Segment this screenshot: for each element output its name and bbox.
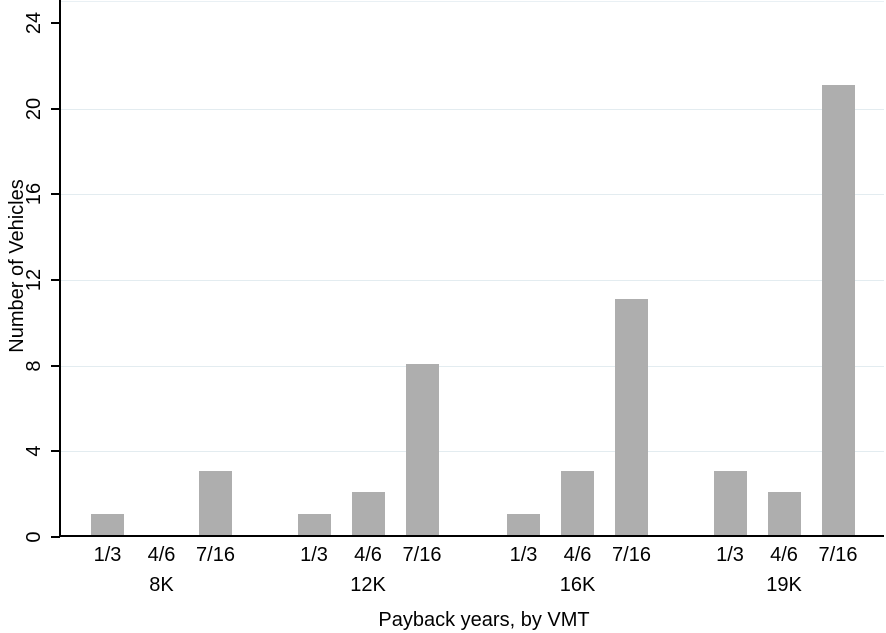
gridline-16 <box>61 194 884 196</box>
x-category-label-8K-4-6: 4/6 <box>147 544 176 566</box>
bar-16K-1-3 <box>507 514 540 535</box>
y-tick-4 <box>51 450 60 453</box>
x-category-label-8K-1-3: 1/3 <box>93 544 122 566</box>
y-tick-16 <box>51 193 60 196</box>
x-category-label-19K-4-6: 4/6 <box>770 544 798 566</box>
x-category-label-16K-1-3: 1/3 <box>509 544 538 566</box>
bar-12K-7-16 <box>405 364 439 535</box>
x-category-label-16K-4-6: 4/6 <box>563 544 592 566</box>
x-group-label-16K: 16K <box>559 574 596 596</box>
bar-12K-1-3 <box>297 514 331 535</box>
y-tick-20 <box>51 107 60 110</box>
y-tick-12 <box>51 279 60 281</box>
y-tick-8 <box>51 364 60 367</box>
bar-19K-1-3 <box>713 471 747 535</box>
x-category-label-12K-1-3: 1/3 <box>300 544 328 566</box>
y-tick-label-16: 16 <box>23 183 45 206</box>
plot-area <box>59 0 884 537</box>
gridline-4 <box>61 451 884 453</box>
y-tick-label-24: 24 <box>23 11 45 35</box>
bar-19K-4-6 <box>767 492 801 535</box>
bar-16K-7-16 <box>615 299 648 535</box>
x-category-label-19K-7-16: 7/16 <box>818 544 858 566</box>
x-category-label-19K-1-3: 1/3 <box>716 544 744 566</box>
x-category-label-16K-7-16: 7/16 <box>612 544 651 566</box>
bar-12K-4-6 <box>351 492 385 535</box>
gridline-12 <box>61 280 884 281</box>
x-category-label-12K-7-16: 7/16 <box>402 544 442 566</box>
bar-19K-7-16 <box>821 85 855 535</box>
gridline-20 <box>61 108 884 110</box>
y-tick-label-12: 12 <box>23 268 45 292</box>
bar-8K-1-3 <box>91 514 124 535</box>
y-tick-label-20: 20 <box>23 97 45 120</box>
y-tick-label-4: 4 <box>23 445 45 457</box>
y-tick-label-8: 8 <box>23 360 45 372</box>
x-group-label-19K: 19K <box>766 574 802 596</box>
bar-16K-4-6 <box>561 471 594 535</box>
plot-top-border <box>61 1 884 2</box>
x-category-label-12K-4-6: 4/6 <box>354 544 382 566</box>
y-tick-24 <box>51 22 60 24</box>
bar-8K-7-16 <box>199 471 232 535</box>
y-tick-0 <box>51 536 60 538</box>
x-category-label-8K-7-16: 7/16 <box>196 544 235 566</box>
x-axis-title: Payback years, by VMT <box>378 609 590 631</box>
x-group-label-12K: 12K <box>350 574 386 596</box>
y-tick-label-0: 0 <box>23 531 45 543</box>
gridline-8 <box>61 365 884 367</box>
x-group-label-8K: 8K <box>149 574 174 596</box>
